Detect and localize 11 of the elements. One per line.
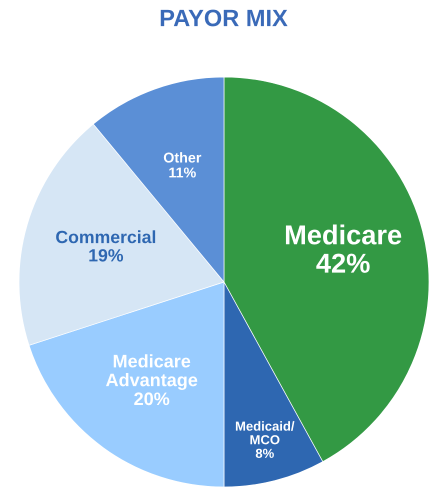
slice-label: Medicare (286, 224, 402, 245)
slice-label: Medicaid/ MCO (236, 421, 294, 444)
slice-label: Commercial (56, 230, 156, 244)
data-label: 11% (169, 167, 196, 178)
data-label: 42% (316, 254, 370, 273)
data-label: 20% (134, 392, 170, 406)
slice-label: Medicare Advantage (106, 354, 198, 390)
data-label: 8% (256, 448, 274, 458)
data-label: 19% (89, 249, 124, 262)
slice-label: Other (164, 152, 202, 163)
chart-title: PAYOR MIX (160, 10, 288, 26)
